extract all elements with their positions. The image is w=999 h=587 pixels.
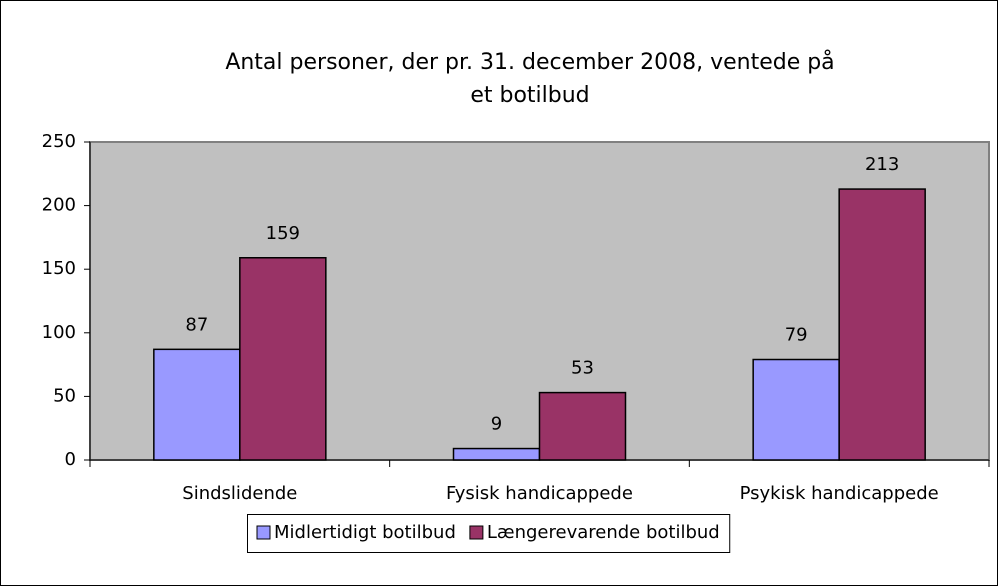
bar [538, 391, 627, 461]
chart-title: Antal personer, der pr. 31. december 200… [225, 49, 834, 75]
x-tick-label: Fysisk handicappede [446, 483, 633, 504]
legend-label: Midlertidigt botilbud [274, 522, 456, 543]
y-tick-label: 250 [42, 131, 76, 152]
value-label: 213 [865, 154, 899, 175]
bar [239, 257, 327, 461]
y-tick-label: 0 [65, 449, 76, 470]
y-tick-label: 200 [42, 195, 76, 216]
x-tick-label: Psykisk handicappede [740, 483, 939, 504]
y-tick-label: 50 [53, 385, 76, 406]
y-tick-label: 100 [42, 322, 76, 343]
value-label: 79 [785, 325, 808, 346]
x-tick-label: Sindslidende [182, 483, 297, 504]
y-tick-label: 150 [42, 258, 76, 279]
value-label: 9 [491, 414, 502, 435]
legend [247, 514, 731, 553]
bar [752, 358, 840, 461]
bar [838, 188, 926, 461]
chart-title: et botilbud [470, 83, 589, 108]
legend-swatch [256, 525, 271, 540]
value-label: 159 [266, 223, 300, 244]
legend-swatch [469, 525, 484, 540]
legend-label: Længerevarende botilbud [487, 522, 720, 543]
bar [153, 348, 241, 461]
value-label: 53 [571, 358, 594, 379]
value-label: 87 [185, 314, 208, 335]
bar [452, 447, 541, 461]
